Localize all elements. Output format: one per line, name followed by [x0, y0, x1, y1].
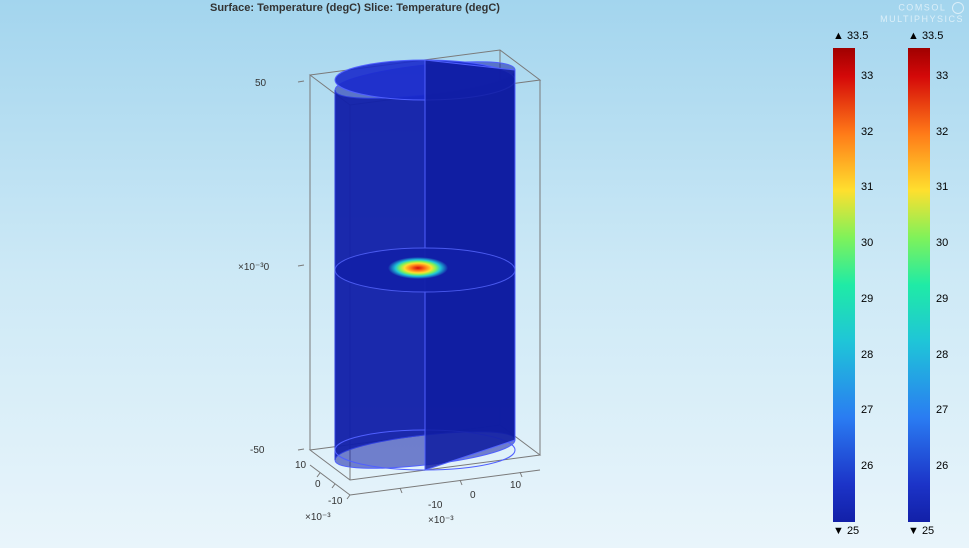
colorbar-gradient — [908, 48, 930, 522]
z-tick: 50 — [255, 78, 266, 89]
colorbar-tick: 30 — [936, 237, 948, 249]
colorbar-min-label: ▼ 25 — [908, 525, 934, 537]
x-exponent: ×10⁻³ — [305, 512, 331, 523]
colorbar-max-label: ▲ 33.5 — [833, 30, 868, 42]
y-tick: -10 — [428, 500, 442, 511]
x-tick: -10 — [328, 496, 342, 507]
colorbar-tick: 33 — [861, 70, 873, 82]
colorbar-tick: 27 — [936, 404, 948, 416]
colorbar-ticks: 33 32 31 30 29 28 27 26 — [861, 48, 893, 522]
colorbar-tick: 29 — [861, 293, 873, 305]
z-tick: -50 — [250, 445, 264, 456]
colorbar-tick: 32 — [936, 126, 948, 138]
y-tick: 10 — [510, 480, 521, 491]
colorbar-tick: 28 — [861, 349, 873, 361]
plot-3d-area[interactable]: 50 ×10⁻³0 -50 10 0 -10 ×10⁻³ -10 0 10 ×1… — [200, 20, 760, 540]
plot-3d-svg — [200, 20, 760, 540]
comsol-watermark: COMSOL MULTIPHYSICS — [880, 2, 964, 24]
slice-plane — [335, 248, 515, 292]
colorbar-tick: 30 — [861, 237, 873, 249]
colorbar-tick: 27 — [861, 404, 873, 416]
colorbar-max-label: ▲ 33.5 — [908, 30, 943, 42]
watermark-line2: MULTIPHYSICS — [880, 14, 964, 24]
x-tick: 10 — [295, 460, 306, 471]
colorbar-tick: 31 — [936, 181, 948, 193]
y-exponent: ×10⁻³ — [428, 515, 454, 526]
colorbar-min-label: ▼ 25 — [833, 525, 859, 537]
colorbar-gradient — [833, 48, 855, 522]
colorbar-tick: 26 — [861, 460, 873, 472]
watermark-line1: COMSOL — [898, 2, 946, 12]
plot-title: Surface: Temperature (degC) Slice: Tempe… — [210, 2, 500, 14]
y-tick: 0 — [470, 490, 476, 501]
colorbar-tick: 29 — [936, 293, 948, 305]
globe-icon — [952, 2, 964, 14]
colorbar-tick: 33 — [936, 70, 948, 82]
x-tick: 0 — [315, 479, 321, 490]
colorbar-ticks: 33 32 31 30 29 28 27 26 — [936, 48, 968, 522]
colorbar-tick: 31 — [861, 181, 873, 193]
z-exponent: ×10⁻³0 — [238, 262, 269, 273]
colorbar-tick: 28 — [936, 349, 948, 361]
colorbar-tick: 26 — [936, 460, 948, 472]
colorbar-tick: 32 — [861, 126, 873, 138]
